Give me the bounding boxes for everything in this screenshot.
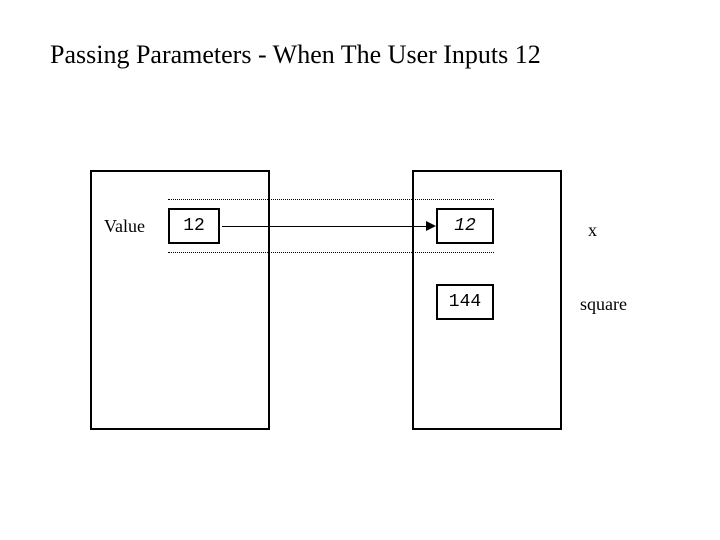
- x-box: 12: [436, 208, 494, 244]
- pass-arrow-head-icon: [426, 221, 436, 231]
- slide-title: Passing Parameters - When The User Input…: [50, 40, 541, 70]
- value-box: 12: [168, 208, 220, 244]
- value-label: Value: [104, 216, 145, 237]
- square-box: 144: [436, 284, 494, 320]
- pass-arrow-line: [222, 226, 426, 227]
- square-label: square: [580, 294, 627, 315]
- x-label: x: [588, 220, 597, 241]
